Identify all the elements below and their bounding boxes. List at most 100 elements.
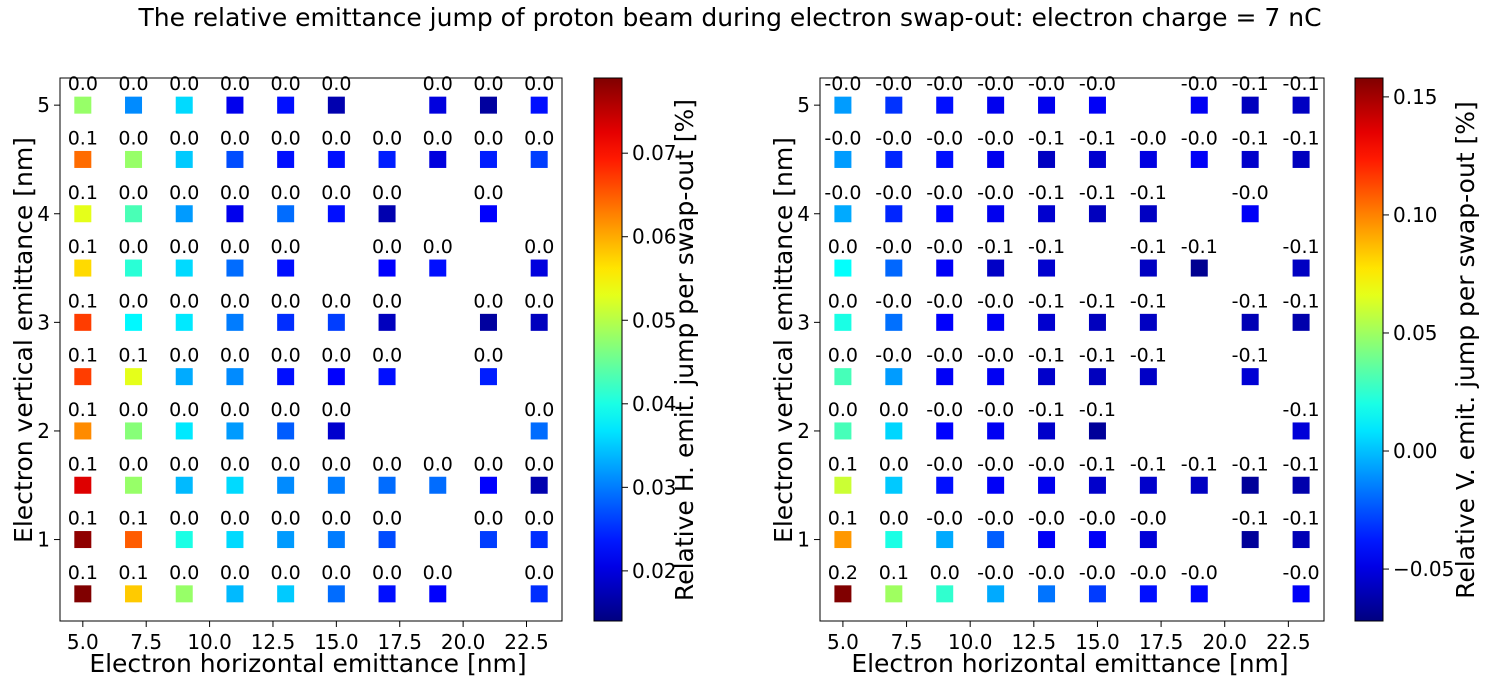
data-marker	[277, 476, 295, 494]
data-marker	[1190, 96, 1208, 114]
data-label: 0.0	[372, 182, 402, 204]
data-label: 0.1	[879, 562, 909, 584]
x-tick-label: 22.5	[1266, 630, 1311, 654]
data-label: -0.0	[824, 73, 861, 95]
data-label: 0.0	[372, 453, 402, 475]
data-marker	[327, 368, 345, 386]
data-label: 0.0	[271, 127, 301, 149]
data-marker	[1088, 585, 1106, 603]
data-marker	[479, 150, 497, 168]
data-label: 0.0	[423, 127, 453, 149]
data-marker	[125, 585, 143, 603]
data-marker	[1241, 150, 1259, 168]
data-label: 0.0	[524, 508, 554, 530]
data-marker	[327, 422, 345, 440]
data-marker	[936, 96, 954, 114]
data-marker	[530, 259, 548, 277]
data-label: -0.0	[977, 562, 1014, 584]
data-label: -0.0	[824, 182, 861, 204]
data-label: -0.1	[1232, 73, 1269, 95]
data-label: -0.1	[1079, 453, 1116, 475]
data-label: 0.0	[169, 182, 199, 204]
data-marker	[834, 531, 852, 549]
data-marker	[378, 205, 396, 223]
x-tick-label: 12.5	[1012, 630, 1057, 654]
y-tick-label: 2	[37, 419, 50, 443]
data-marker	[277, 531, 295, 549]
axes-frame	[59, 77, 563, 622]
data-label: 0.0	[169, 508, 199, 530]
data-marker	[1241, 368, 1259, 386]
data-label: 0.0	[321, 290, 351, 312]
data-marker	[327, 313, 345, 331]
data-marker	[327, 531, 345, 549]
data-label: 0.0	[473, 73, 503, 95]
data-marker	[277, 313, 295, 331]
data-marker	[1241, 96, 1259, 114]
data-marker	[936, 368, 954, 386]
data-label: -0.1	[1079, 127, 1116, 149]
data-label: 0.0	[321, 127, 351, 149]
data-label: 0.1	[68, 453, 98, 475]
data-label: -0.0	[1079, 508, 1116, 530]
x-axis-label: Electron horizontal emittance [nm]	[851, 649, 1288, 678]
data-label: 0.0	[220, 508, 250, 530]
data-label: 0.0	[220, 399, 250, 421]
data-marker	[1088, 205, 1106, 223]
data-marker	[885, 422, 903, 440]
data-marker	[1038, 476, 1056, 494]
data-marker	[226, 313, 244, 331]
x-tick-label: 10.0	[948, 630, 993, 654]
data-marker	[479, 476, 497, 494]
y-tick-label: 5	[37, 93, 50, 117]
colorbar-label: Relative H. emit. jump per swap-out [%]	[670, 99, 699, 601]
data-marker	[1241, 313, 1259, 331]
y-tick-label: 5	[797, 93, 810, 117]
data-marker	[885, 259, 903, 277]
data-label: 0.0	[169, 453, 199, 475]
data-marker	[936, 150, 954, 168]
data-label: 0.0	[220, 182, 250, 204]
data-marker	[327, 476, 345, 494]
data-marker	[987, 422, 1005, 440]
data-label: 0.0	[321, 345, 351, 367]
data-label: 0.0	[220, 236, 250, 258]
data-label: -0.1	[1283, 236, 1320, 258]
data-label: 0.0	[321, 562, 351, 584]
data-label: 0.1	[118, 345, 148, 367]
data-marker	[125, 259, 143, 277]
y-tick-label: 3	[37, 310, 50, 334]
data-marker	[175, 368, 193, 386]
y-tick-label: 4	[797, 202, 810, 226]
data-label: -0.0	[875, 290, 912, 312]
data-marker	[1088, 422, 1106, 440]
data-marker	[1139, 205, 1157, 223]
colorbar-tick-label: 0.15	[1393, 85, 1438, 109]
data-label: -0.1	[1079, 182, 1116, 204]
data-marker	[277, 205, 295, 223]
data-marker	[885, 585, 903, 603]
data-marker	[74, 205, 92, 223]
data-label: -0.0	[875, 345, 912, 367]
data-marker	[987, 205, 1005, 223]
data-marker	[378, 531, 396, 549]
data-label: 0.0	[423, 73, 453, 95]
data-marker	[125, 205, 143, 223]
data-label: -0.0	[1181, 127, 1218, 149]
data-marker	[885, 205, 903, 223]
colorbar-tick-label: 0.04	[632, 392, 677, 416]
colorbar-tick-label: 0.07	[632, 141, 677, 165]
data-label: -0.0	[875, 182, 912, 204]
colorbar	[1354, 77, 1384, 622]
data-marker	[74, 313, 92, 331]
data-marker	[175, 531, 193, 549]
data-label: 0.0	[423, 236, 453, 258]
data-label: 0.0	[423, 562, 453, 584]
data-label: 0.0	[828, 290, 858, 312]
x-tick-label: 7.5	[891, 630, 923, 654]
data-label: -0.0	[875, 73, 912, 95]
data-marker	[226, 422, 244, 440]
data-label: 0.0	[828, 236, 858, 258]
data-label: -0.0	[926, 127, 963, 149]
data-marker	[74, 259, 92, 277]
